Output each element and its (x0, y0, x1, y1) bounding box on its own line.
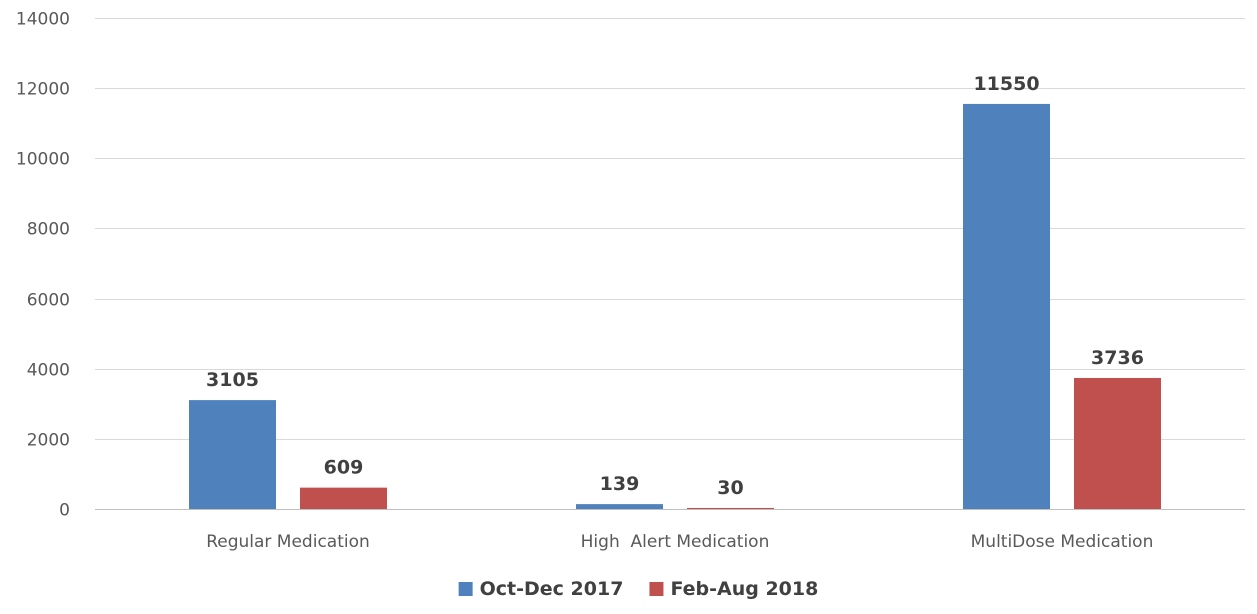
x-category-label: Regular Medication (206, 532, 370, 552)
y-axis-ticks: 0 2000 4000 6000 8000 10000 12000 14000 (16, 10, 70, 521)
bar-series-2 (300, 487, 387, 509)
bar-series-1 (189, 400, 276, 509)
y-tick-label: 12000 (16, 80, 70, 100)
y-tick-label: 10000 (16, 150, 70, 170)
y-tick-label: 2000 (27, 431, 70, 451)
bar-value-label: 609 (324, 457, 364, 479)
y-tick-label: 8000 (27, 220, 70, 240)
bar-value-label: 30 (717, 477, 743, 499)
bar-series-1 (963, 103, 1050, 510)
data-labels: 3105 139 11550 609 30 3736 (206, 73, 1144, 499)
legend-swatch (649, 582, 664, 596)
legend-label: Feb-Aug 2018 (670, 578, 818, 600)
bar-series-2 (1074, 377, 1161, 509)
bar-series-1 (576, 504, 663, 509)
legend-item: Feb-Aug 2018 (649, 578, 818, 600)
y-tick-label: 14000 (16, 10, 70, 30)
legend-label: Oct-Dec 2017 (480, 578, 624, 600)
bar-value-label: 139 (600, 473, 640, 495)
x-category-label: High Alert Medication (581, 532, 770, 552)
bars (189, 103, 1161, 510)
bar-value-label: 3105 (206, 369, 259, 391)
legend-item: Oct-Dec 2017 (458, 578, 624, 600)
y-tick-label: 0 (59, 501, 70, 521)
y-tick-label: 4000 (27, 361, 70, 381)
bar-value-label: 3736 (1091, 347, 1144, 369)
bar-series-2 (687, 507, 774, 509)
y-tick-label: 6000 (27, 291, 70, 311)
legend: Oct-Dec 2017 Feb-Aug 2018 (458, 578, 818, 600)
gridlines (95, 18, 1245, 510)
x-axis-categories: Regular Medication High Alert Medication M… (206, 532, 1153, 552)
bar-value-label: 11550 (973, 73, 1039, 95)
x-category-label: MultiDose Medication (971, 532, 1154, 552)
legend-swatch (458, 582, 473, 596)
